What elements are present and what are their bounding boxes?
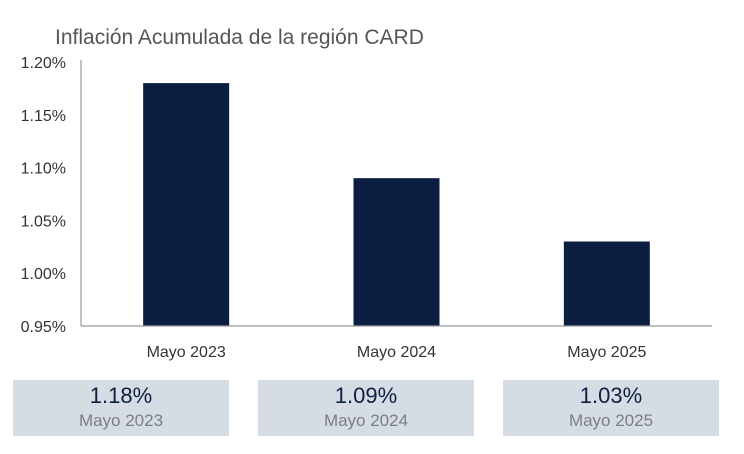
y-tick-label: 1.10% — [21, 161, 66, 178]
summary-label: Mayo 2023 — [78, 411, 164, 430]
y-tick-label: 1.00% — [21, 266, 66, 283]
y-tick-label: 0.95% — [21, 319, 66, 336]
x-tick-label: Mayo 2025 — [567, 344, 646, 361]
y-axis: 0.95% 1.00% 1.05% 1.10% 1.15% 1.20% — [21, 55, 66, 336]
bar — [143, 83, 230, 327]
summary-card-2023: 1.18% Mayo 2023 — [13, 380, 229, 436]
summary-value: 1.18% — [89, 383, 153, 408]
y-tick-label: 1.15% — [21, 108, 66, 125]
x-tick-label: Mayo 2023 — [147, 344, 226, 361]
summary-card-2025: 1.03% Mayo 2025 — [503, 380, 719, 436]
chart-title: Inflación Acumulada de la región CARD — [55, 26, 424, 49]
summary-label: Mayo 2025 — [568, 411, 654, 430]
summary-value: 1.03% — [579, 383, 643, 408]
y-tick-label: 1.05% — [21, 213, 66, 230]
x-axis: Mayo 2023 Mayo 2024 Mayo 2025 — [147, 344, 647, 361]
x-tick-label: Mayo 2024 — [357, 344, 436, 361]
bar — [563, 241, 650, 326]
bar-chart: 0.95% 1.00% 1.05% 1.10% 1.15% 1.20% Mayo 2023… — [21, 55, 712, 361]
summary-card-2024: 1.09% Mayo 2024 — [258, 380, 474, 436]
bar — [353, 178, 440, 326]
summary-label: Mayo 2024 — [323, 411, 409, 430]
bars-group — [143, 83, 650, 327]
y-tick-label: 1.20% — [21, 55, 66, 72]
summary-value: 1.09% — [334, 383, 398, 408]
